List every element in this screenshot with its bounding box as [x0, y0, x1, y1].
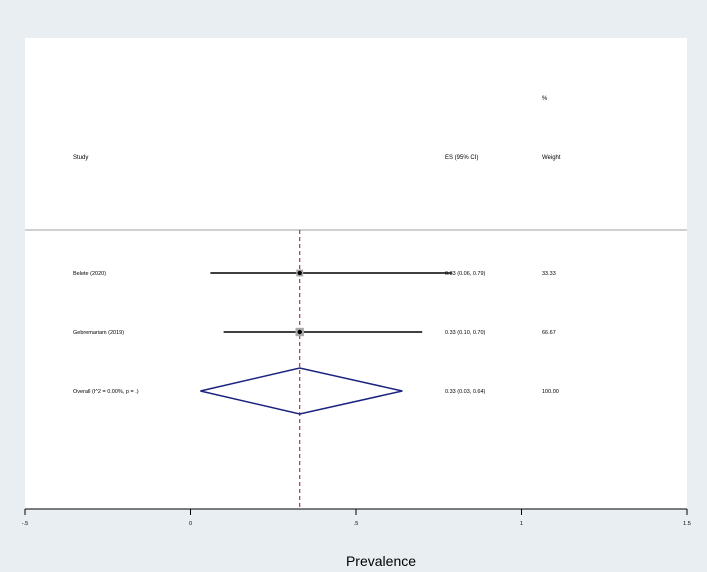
- study-weight-text: 33.33: [542, 271, 556, 277]
- header-weight-top: %: [542, 96, 548, 102]
- x-axis-label: Prevalence: [346, 553, 416, 569]
- x-tick-label: .5: [354, 521, 359, 527]
- study-label: Belete (2020): [73, 271, 106, 277]
- study-label: Gebremariam (2019): [73, 330, 124, 336]
- study-point: [297, 329, 302, 335]
- study-weight-text: 66.67: [542, 330, 556, 336]
- x-tick-label: 0: [189, 521, 192, 527]
- x-tick-label: -.5: [22, 521, 28, 527]
- overall-es-text: 0.33 (0.03, 0.64): [445, 389, 486, 395]
- header-es: ES (95% CI): [445, 155, 478, 161]
- study-es-text: 0.33 (0.10, 0.70): [445, 330, 486, 336]
- header-weight: Weight: [542, 155, 561, 161]
- overall-diamond: [200, 367, 403, 415]
- overall-weight-text: 100.00: [542, 389, 559, 395]
- x-axis-ticks: -.5 0 .5 1 1.5: [22, 509, 691, 527]
- overall-label: Overall (I^2 = 0.00%, p = .): [73, 389, 139, 395]
- header-study: Study: [73, 155, 88, 161]
- x-tick-label: 1.5: [683, 521, 691, 527]
- x-tick-label: 1: [520, 521, 523, 527]
- study-point: [297, 270, 302, 276]
- study-es-text: 0.33 (0.06, 0.79): [445, 271, 486, 277]
